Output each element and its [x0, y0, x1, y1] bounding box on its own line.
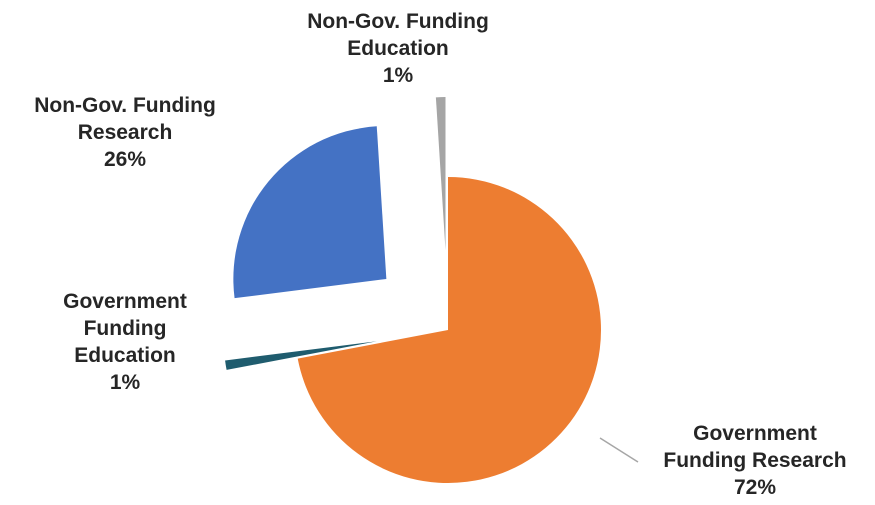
- slice-label-4: Non-Gov. Funding Education 1%: [307, 10, 489, 87]
- slice-label-1: Government Funding Research 72%: [663, 422, 846, 499]
- slice-label-line: Education: [74, 344, 176, 367]
- slice-label-line: Research: [78, 121, 173, 144]
- slice-label-line: 72%: [734, 476, 776, 499]
- slice-labels: Government Funding Research 72% Government F…: [34, 10, 846, 499]
- slice-label-3: Non-Gov. Funding Research 26%: [34, 94, 216, 171]
- slice-label-line: 26%: [104, 148, 146, 171]
- slice-label-line: Non-Gov. Funding: [307, 10, 489, 33]
- pie-slice-4: [435, 97, 446, 251]
- leader-line-1: [599, 437, 639, 463]
- slice-label-2: Government Funding Education 1%: [63, 290, 187, 394]
- slice-label-line: Government: [63, 290, 187, 313]
- slice-label-line: Government: [693, 422, 817, 445]
- pie-slices: [225, 97, 601, 483]
- pie-slice-2: [225, 341, 377, 370]
- slice-label-line: Funding: [84, 317, 167, 340]
- pie-slice-3: [233, 126, 387, 299]
- leader-lines: [599, 437, 639, 463]
- slice-label-line: Funding Research: [663, 449, 846, 472]
- slice-label-line: 1%: [383, 64, 414, 87]
- slice-label-line: Education: [347, 37, 449, 60]
- slice-label-line: Non-Gov. Funding: [34, 94, 216, 117]
- pie-slice-1: [297, 177, 601, 483]
- slice-label-line: 1%: [110, 371, 141, 394]
